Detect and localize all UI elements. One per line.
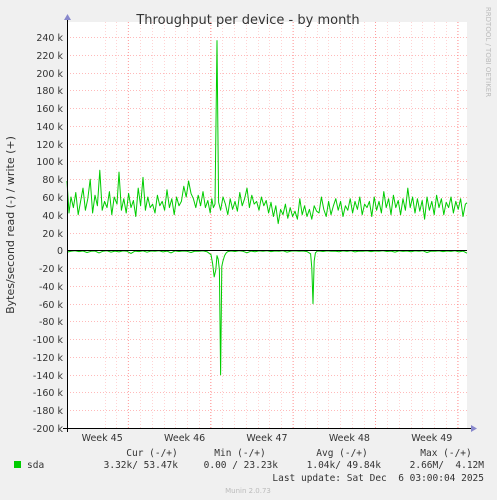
legend-avg-sda: 1.04k/ 49.84k <box>307 460 382 471</box>
munin-footer: Munin 2.0.73 <box>225 487 271 495</box>
y-tick-label: 40 k <box>42 211 63 222</box>
y-tick-label: 160 k <box>36 104 63 115</box>
y-axis-arrow <box>64 14 71 20</box>
legend-max-sda: 2.66M/ 4.12M <box>410 460 485 471</box>
y-tick-label: -160 k <box>33 388 64 399</box>
y-tick-label: 100 k <box>36 157 63 168</box>
series-line-sda-write <box>66 40 468 225</box>
x-tick-label: Week 49 <box>411 433 452 444</box>
chart-title: Throughput per device - by month <box>135 13 359 28</box>
x-tick-label: Week 48 <box>329 433 370 444</box>
x-tick-label: Week 45 <box>82 433 123 444</box>
legend-cur-sda: 3.32k/ 53.47k <box>104 460 179 471</box>
y-tick-label: -180 k <box>33 406 64 417</box>
y-axis-label: Bytes/second read (-) / write (+) <box>4 136 17 314</box>
plot-area <box>67 22 467 428</box>
y-tick-label: 80 k <box>42 175 63 186</box>
y-tick-label: 140 k <box>36 122 63 133</box>
y-tick-label: -40 k <box>39 282 64 293</box>
legend-header-min: Min (-/+) <box>214 448 265 459</box>
y-tick-label: -140 k <box>33 371 64 382</box>
y-tick-label: -120 k <box>33 353 64 364</box>
legend-header-avg: Avg (-/+) <box>316 448 367 459</box>
legend-header-max: Max (-/+) <box>420 448 471 459</box>
y-tick-label: -20 k <box>39 264 64 275</box>
y-tick-label: -200 k <box>33 424 64 435</box>
y-tick-label: 240 k <box>36 33 63 44</box>
legend-header-cur: Cur (-/+) <box>126 448 177 459</box>
x-tick-label: Week 46 <box>164 433 205 444</box>
x-tick-labels: Week 45 Week 46 Week 47 Week 48 Week 49 <box>82 433 453 444</box>
y-tick-label: 20 k <box>42 229 63 240</box>
y-tick-label: 200 k <box>36 69 63 80</box>
y-tick-label: 220 k <box>36 51 63 62</box>
y-tick-label: 60 k <box>42 193 63 204</box>
legend-swatch-sda <box>14 461 21 468</box>
y-tick-label: 120 k <box>36 140 63 151</box>
y-tick-labels: 240 k 220 k 200 k 180 k 160 k 140 k 120 k 100 k… <box>33 33 64 435</box>
rrdtool-side-label: RRDTOOL / TOBI OETIKER <box>484 7 492 97</box>
y-tick-label: 180 k <box>36 86 63 97</box>
y-tick-label: -100 k <box>33 335 64 346</box>
y-tick-label: 0 <box>57 246 63 257</box>
axes <box>63 14 477 432</box>
y-tick-label: -80 k <box>39 317 64 328</box>
last-update: Last update: Sat Dec 6 03:00:04 2025 <box>272 473 484 484</box>
legend-min-sda: 0.00 / 23.23k <box>204 460 279 471</box>
legend: Cur (-/+) Min (-/+) Avg (-/+) Max (-/+) … <box>14 448 484 484</box>
y-tick-label: -60 k <box>39 300 64 311</box>
x-axis-arrow <box>471 425 477 432</box>
x-tick-label: Week 47 <box>246 433 287 444</box>
legend-name-sda: sda <box>27 460 44 471</box>
